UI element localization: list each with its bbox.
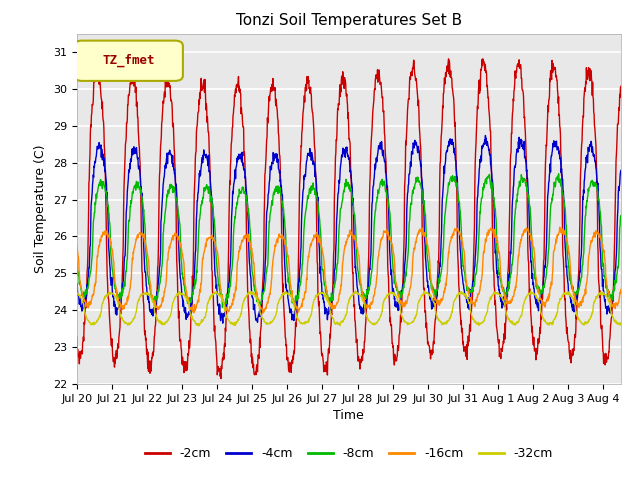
-2cm (445, 56, 452, 61)
-32cm (485, 299, 493, 305)
-8cm (171, 188, 179, 194)
-8cm (230, 221, 238, 227)
-32cm (280, 290, 287, 296)
-32cm (617, 320, 625, 326)
-32cm (171, 296, 179, 302)
-2cm (73, 334, 81, 339)
Line: -16cm: -16cm (77, 227, 621, 313)
X-axis label: Time: Time (333, 409, 364, 422)
-4cm (485, 146, 493, 152)
-32cm (195, 323, 203, 329)
Line: -32cm: -32cm (77, 291, 621, 326)
-16cm (617, 287, 625, 292)
-8cm (280, 206, 287, 212)
-8cm (181, 287, 189, 293)
FancyBboxPatch shape (74, 41, 183, 81)
-32cm (230, 323, 238, 328)
-4cm (171, 171, 179, 177)
-16cm (73, 242, 81, 248)
-2cm (217, 376, 225, 382)
Title: Tonzi Soil Temperatures Set B: Tonzi Soil Temperatures Set B (236, 13, 462, 28)
-2cm (280, 299, 287, 304)
-8cm (219, 304, 227, 310)
Line: -8cm: -8cm (77, 174, 621, 307)
-2cm (617, 84, 625, 89)
Text: TZ_fmet: TZ_fmet (102, 54, 155, 67)
-4cm (482, 132, 490, 138)
-2cm (230, 103, 238, 109)
-16cm (230, 297, 237, 303)
Line: -4cm: -4cm (77, 135, 621, 323)
Legend: -2cm, -4cm, -8cm, -16cm, -32cm: -2cm, -4cm, -8cm, -16cm, -32cm (140, 443, 558, 465)
-4cm (546, 171, 554, 177)
-32cm (546, 322, 554, 328)
-8cm (617, 213, 625, 218)
-16cm (485, 228, 493, 234)
-2cm (485, 109, 493, 115)
-32cm (352, 288, 360, 294)
-16cm (259, 310, 267, 316)
-4cm (73, 283, 81, 289)
Y-axis label: Soil Temperature (C): Soil Temperature (C) (35, 144, 47, 273)
-16cm (171, 232, 179, 238)
-2cm (181, 362, 189, 368)
-8cm (485, 175, 493, 180)
-2cm (546, 93, 554, 99)
-8cm (73, 258, 81, 264)
-4cm (219, 320, 227, 326)
-32cm (73, 290, 81, 296)
-4cm (230, 180, 238, 185)
-16cm (545, 291, 553, 297)
-16cm (556, 224, 564, 230)
-4cm (181, 306, 189, 312)
-8cm (555, 171, 563, 177)
-32cm (181, 293, 189, 299)
-4cm (617, 168, 625, 173)
-16cm (181, 278, 189, 284)
-8cm (545, 237, 553, 243)
Line: -2cm: -2cm (77, 59, 621, 379)
-2cm (171, 149, 179, 155)
-16cm (280, 235, 287, 240)
-4cm (280, 225, 287, 230)
